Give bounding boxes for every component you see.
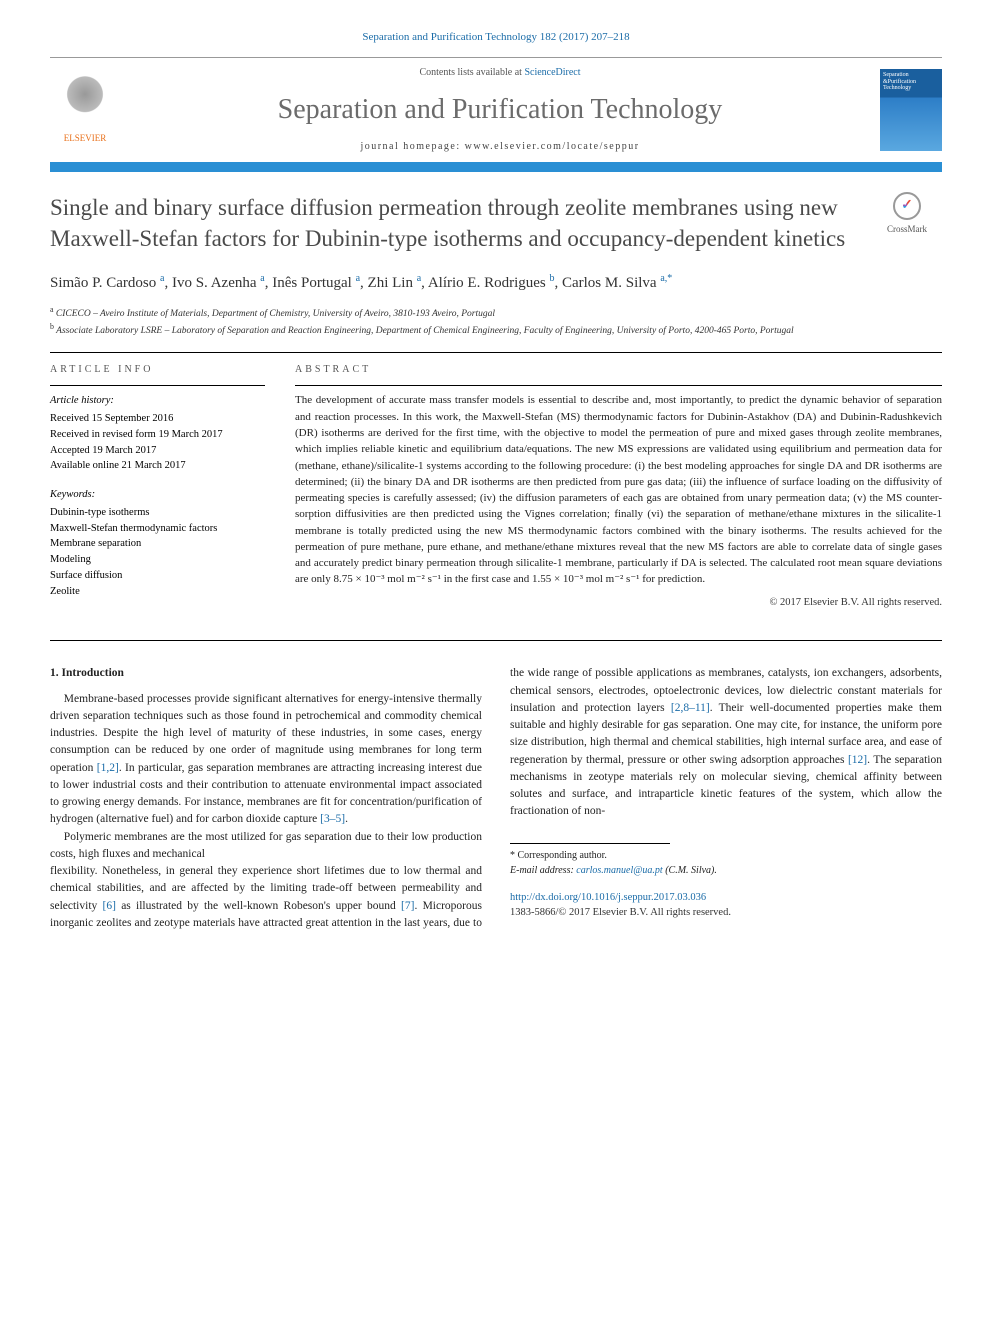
history-item: Received in revised form 19 March 2017 xyxy=(50,427,265,443)
ref-link[interactable]: [7] xyxy=(401,900,414,912)
pre-body-rule xyxy=(50,640,942,641)
ref-link[interactable]: [12] xyxy=(848,754,867,766)
footer-rule xyxy=(510,843,670,844)
elsevier-logo[interactable]: ELSEVIER xyxy=(50,70,120,150)
info-abstract-row: article info Article history: Received 1… xyxy=(50,363,942,610)
abstract-text: The development of accurate mass transfe… xyxy=(295,392,942,587)
abstract-rule xyxy=(295,385,942,386)
abstract-heading: abstract xyxy=(295,363,942,377)
crossmark-badge[interactable]: ✓ CrossMark xyxy=(872,192,942,236)
contents-prefix: Contents lists available at xyxy=(419,67,524,78)
corresponding-author: * Corresponding author. xyxy=(510,848,942,863)
history-items: Received 15 September 2016Received in re… xyxy=(50,411,265,474)
keyword-items: Dubinin-type isothermsMaxwell-Stefan the… xyxy=(50,505,265,600)
section-1-heading: 1. Introduction xyxy=(50,665,482,682)
email-line: E-mail address: carlos.manuel@ua.pt (C.M… xyxy=(510,863,942,878)
ref-link[interactable]: [3–5] xyxy=(320,813,345,825)
keyword-item: Surface diffusion xyxy=(50,568,265,584)
crossmark-label: CrossMark xyxy=(887,224,927,234)
color-bar xyxy=(50,162,942,172)
journal-banner: ELSEVIER Contents lists available at Sci… xyxy=(50,58,942,157)
affiliations: a CICECO – Aveiro Institute of Materials… xyxy=(50,304,942,339)
keyword-item: Maxwell-Stefan thermodynamic factors xyxy=(50,521,265,537)
authors: Simão P. Cardoso a, Ivo S. Azenha a, Inê… xyxy=(50,272,942,294)
email-suffix: (C.M. Silva). xyxy=(663,865,717,876)
contents-line: Contents lists available at ScienceDirec… xyxy=(120,66,880,80)
keyword-item: Modeling xyxy=(50,552,265,568)
email-link[interactable]: carlos.manuel@ua.pt xyxy=(576,865,662,876)
keyword-item: Dubinin-type isotherms xyxy=(50,505,265,521)
journal-name: Separation and Purification Technology xyxy=(120,90,880,129)
article-info-heading: article info xyxy=(50,363,265,377)
doi-link[interactable]: http://dx.doi.org/10.1016/j.seppur.2017.… xyxy=(510,892,706,903)
cover-thumb-text: Separation &Purification Technology xyxy=(883,72,916,91)
history-item: Received 15 September 2016 xyxy=(50,411,265,427)
email-label: E-mail address: xyxy=(510,865,576,876)
citation-header: Separation and Purification Technology 1… xyxy=(50,30,942,45)
keywords-label: Keywords: xyxy=(50,488,265,503)
ref-link[interactable]: [1,2] xyxy=(97,762,119,774)
homepage-line: journal homepage: www.elsevier.com/locat… xyxy=(120,140,880,154)
affiliation-item: a CICECO – Aveiro Institute of Materials… xyxy=(50,304,942,321)
homepage-url[interactable]: www.elsevier.com/locate/seppur xyxy=(465,141,640,152)
sciencedirect-link[interactable]: ScienceDirect xyxy=(524,67,580,78)
ref-link[interactable]: [6] xyxy=(103,900,116,912)
crossmark-icon: ✓ xyxy=(893,192,921,220)
history-item: Available online 21 March 2017 xyxy=(50,458,265,474)
journal-cover-thumb[interactable]: Separation &Purification Technology xyxy=(880,69,942,151)
history-label: Article history: xyxy=(50,394,265,409)
info-top-rule xyxy=(50,352,942,353)
title-row: Single and binary surface diffusion perm… xyxy=(50,192,942,254)
publisher-name: ELSEVIER xyxy=(64,132,107,145)
article-title: Single and binary surface diffusion perm… xyxy=(50,192,872,254)
homepage-prefix: journal homepage: xyxy=(360,141,464,152)
issn-line: 1383-5866/© 2017 Elsevier B.V. All right… xyxy=(510,905,942,921)
intro-p2: Polymeric membranes are the most utilize… xyxy=(50,829,482,864)
intro-p1: Membrane-based processes provide signifi… xyxy=(50,691,482,829)
elsevier-tree-icon xyxy=(60,75,110,130)
banner-center: Contents lists available at ScienceDirec… xyxy=(120,66,880,153)
history-item: Accepted 19 March 2017 xyxy=(50,443,265,459)
keyword-item: Zeolite xyxy=(50,584,265,600)
body-columns: 1. Introduction Membrane-based processes… xyxy=(50,665,942,932)
affiliation-item: b Associate Laboratory LSRE – Laboratory… xyxy=(50,321,942,338)
info-rule xyxy=(50,385,265,386)
article-info-col: article info Article history: Received 1… xyxy=(50,363,265,610)
abstract-col: abstract The development of accurate mas… xyxy=(295,363,942,610)
ref-link[interactable]: [2,8–11] xyxy=(671,702,710,714)
keyword-item: Membrane separation xyxy=(50,536,265,552)
footer-block: * Corresponding author. E-mail address: … xyxy=(510,843,942,922)
doi-line: http://dx.doi.org/10.1016/j.seppur.2017.… xyxy=(510,890,942,906)
abstract-copyright: © 2017 Elsevier B.V. All rights reserved… xyxy=(295,596,942,611)
